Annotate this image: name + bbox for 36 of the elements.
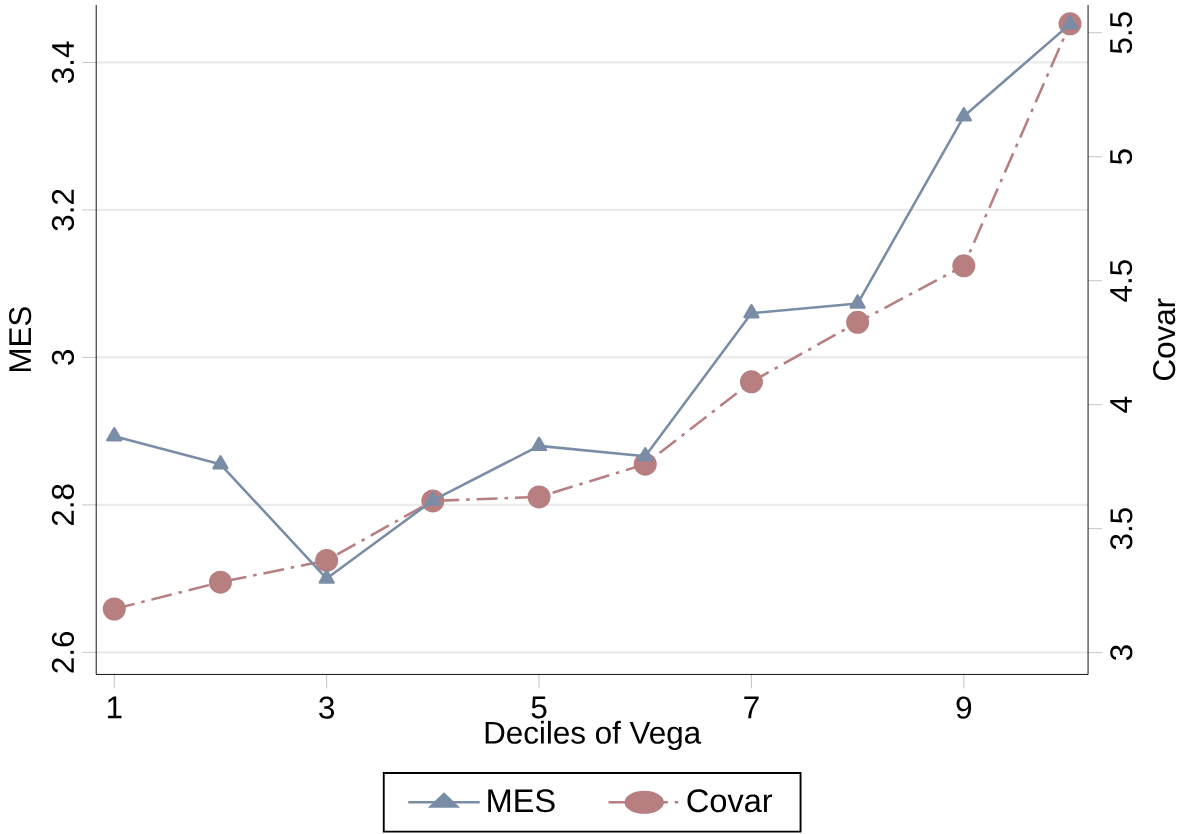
point [102,597,126,621]
point [527,485,551,509]
x-tick-label: 7 [744,696,759,719]
point [952,254,976,278]
y-axis-title: MES [9,307,32,372]
y-tick-label: 3.2 [51,189,75,231]
point [846,310,870,334]
x-axis-title: Deciles of Vega [485,720,702,751]
y2-tick-label: 3.5 [1110,508,1133,550]
x-tick-label: 1 [107,696,122,719]
point [315,548,339,572]
x-tick-label: 3 [319,696,335,719]
y-tick-label: 3 [51,349,75,365]
point [530,436,548,452]
y-tick-label: 2.6 [51,631,75,673]
legend-label: MES [488,789,555,813]
y2-tick-label: 5.5 [1110,12,1133,54]
point [318,569,335,584]
point [212,455,229,470]
y2-tick-label: 4 [1110,396,1132,413]
point [106,427,123,442]
y-tick-label: 2.8 [51,484,75,526]
y2-tick-label: 3 [1110,645,1133,661]
y2-tick-label: 4.5 [1110,260,1133,302]
point [849,294,866,309]
x-tick-label: 9 [956,696,972,719]
y-tick-label: 3.4 [51,41,75,83]
point [955,107,972,122]
y2-tick-label: 5 [1110,149,1133,165]
point [739,370,763,394]
point [637,446,654,462]
x-tick-label: 5 [531,696,547,719]
legend-label: Covar [687,789,773,813]
point [743,303,760,319]
point [208,570,232,594]
y2-axis-title: Covar [1153,298,1176,380]
